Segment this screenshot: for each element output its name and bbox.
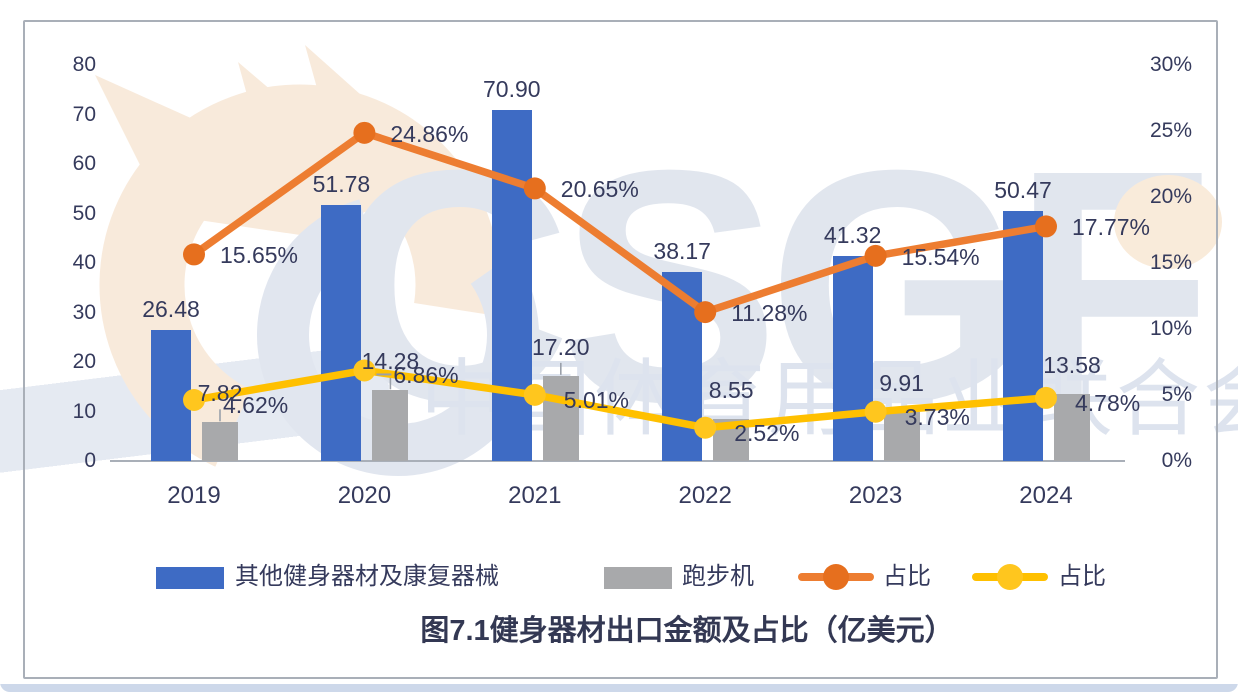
bar-value-label-treadmill: 7.82	[197, 380, 243, 407]
ratio-label-yellow: 6.86%	[393, 362, 459, 389]
legend-label-bar2: 跑步机	[682, 563, 754, 590]
ratio-label-orange: 11.28%	[731, 300, 808, 327]
x-axis-category-label: 2023	[848, 482, 903, 509]
right-axis-tick: 25%	[1149, 119, 1192, 142]
legend-dot-yellow	[997, 564, 1023, 590]
x-axis-category-label: 2020	[337, 482, 392, 509]
ratio-marker-yellow	[523, 383, 546, 406]
ratio-line-yellow	[190, 366, 1050, 432]
right-axis-tick: 30%	[1149, 53, 1192, 76]
ratio-label-orange: 20.65%	[560, 176, 639, 203]
x-axis-category-label: 2021	[508, 482, 562, 509]
bar-treadmill	[372, 390, 409, 461]
ratio-marker-orange	[353, 121, 376, 144]
ratio-label-yellow: 4.62%	[223, 392, 289, 419]
ratio-marker-orange	[694, 301, 717, 324]
legend-swatch-bar1	[156, 567, 224, 589]
ratio-marker-orange	[183, 243, 205, 266]
left-axis-tick: 70	[72, 102, 96, 126]
ratio-marker-yellow	[864, 400, 887, 423]
left-axis-tick: 30	[72, 300, 96, 324]
right-axis-tick: 20%	[1149, 185, 1192, 208]
ratio-marker-yellow	[353, 359, 376, 382]
x-axis-category-label: 2022	[678, 482, 732, 509]
left-axis-tick: 50	[72, 201, 96, 225]
ratio-marker-orange	[523, 177, 546, 200]
ratio-line-orange	[190, 129, 1050, 316]
legend-label-line1: 占比	[883, 563, 931, 590]
ratio-label-yellow: 2.52%	[734, 419, 800, 446]
watermark-peach-circle	[1114, 175, 1222, 269]
bar-other-equipment	[321, 204, 362, 461]
right-axis-tick: 10%	[1149, 317, 1192, 340]
bar-other-equipment	[491, 110, 532, 461]
ratio-label-orange: 15.65%	[220, 242, 299, 269]
legend-label-bar1: 其他健身器材及康复器械	[235, 563, 499, 590]
left-axis-tick: 0	[84, 449, 96, 472]
chart-title: 图7.1健身器材出口金额及占比（亿美元）	[420, 615, 954, 647]
x-axis-category-label: 2024	[1019, 482, 1073, 509]
bar-value-label-other: 41.32	[823, 222, 882, 249]
bar-other-equipment	[832, 256, 873, 461]
bar-value-label-other: 50.47	[994, 177, 1052, 204]
ratio-marker-orange	[864, 244, 887, 267]
chart-panel	[23, 20, 1218, 679]
bar-treadmill	[542, 375, 579, 461]
ratio-marker-orange	[1035, 215, 1057, 238]
bar-value-label-treadmill: 8.55	[708, 376, 754, 403]
bar-treadmill	[1054, 393, 1090, 461]
x-axis-category-label: 2019	[167, 482, 221, 509]
legend-label-line2: 占比	[1058, 563, 1106, 590]
ratio-marker-yellow	[1035, 386, 1057, 409]
left-axis-tick: 60	[72, 152, 96, 175]
bar-value-label-other: 51.78	[312, 170, 371, 197]
legend-dot-orange	[823, 564, 849, 590]
right-axis-tick: 0%	[1161, 449, 1192, 472]
right-axis-tick: 5%	[1161, 383, 1192, 406]
ratio-marker-yellow	[694, 416, 717, 439]
bar-treadmill	[883, 411, 920, 461]
left-axis-tick: 40	[72, 251, 96, 274]
ratio-label-orange: 15.54%	[901, 243, 980, 270]
bar-value-label-other: 38.17	[653, 238, 711, 265]
page-bottom-edge	[0, 684, 1238, 692]
bar-treadmill	[202, 422, 238, 461]
legend-swatch-bar2	[604, 567, 672, 589]
left-axis-tick: 80	[72, 53, 96, 76]
bar-value-label-treadmill: 17.20	[532, 333, 590, 360]
ratio-label-yellow: 4.78%	[1075, 389, 1141, 416]
ratio-label-orange: 24.86%	[390, 120, 469, 147]
ratio-label-orange: 17.77%	[1072, 214, 1151, 241]
bar-value-label-treadmill: 9.91	[879, 369, 924, 396]
left-axis-tick: 10	[72, 399, 96, 423]
x-axis-line	[110, 460, 1125, 462]
bar-value-label-treadmill: 13.58	[1043, 351, 1101, 378]
ratio-label-yellow: 3.73%	[904, 403, 970, 430]
bar-other-equipment	[1003, 211, 1043, 461]
bar-value-label-other: 70.90	[483, 76, 541, 103]
right-axis-tick: 15%	[1149, 251, 1192, 274]
ratio-label-yellow: 5.01%	[563, 386, 630, 413]
left-axis-tick: 20	[72, 350, 96, 373]
ratio-marker-yellow	[183, 389, 205, 412]
bar-value-label-treadmill: 14.28	[361, 348, 420, 375]
bar-value-label-other: 26.48	[142, 295, 200, 322]
